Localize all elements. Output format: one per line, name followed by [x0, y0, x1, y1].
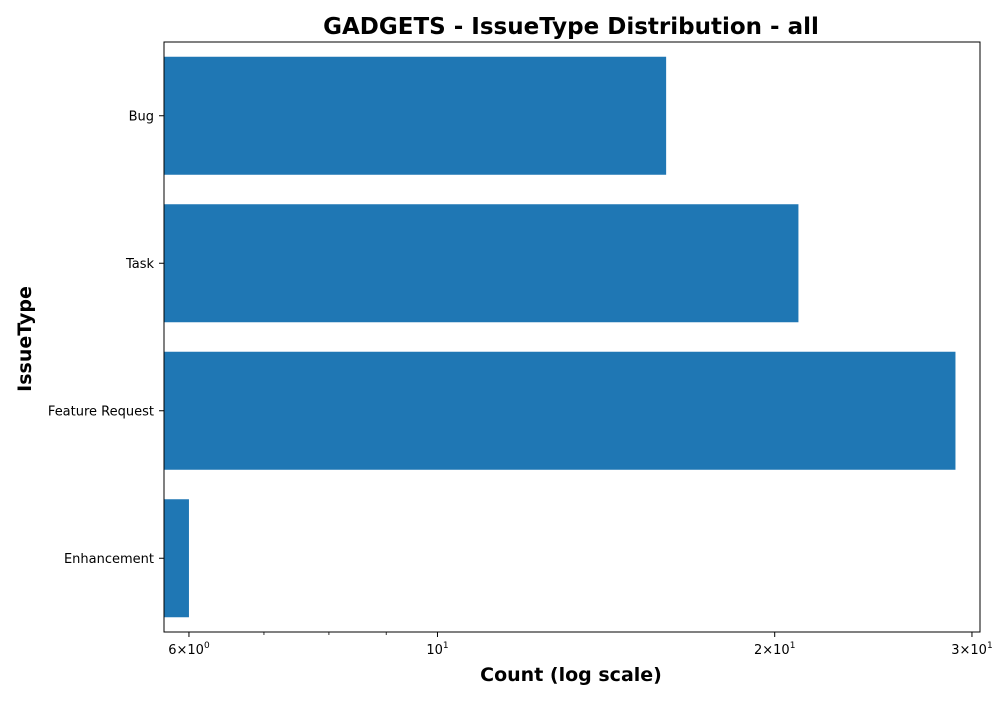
plot-frame — [163, 41, 981, 633]
y-axis-label: IssueType — [14, 286, 36, 392]
plot-area: Bug Task Feature Request Enhancement 6×100 10… — [48, 41, 993, 658]
bar-0 — [164, 56, 667, 175]
y-tick-label-2: Feature Request — [48, 404, 154, 419]
x-tick-label-1: 101 — [426, 641, 448, 658]
y-tick-label-3: Enhancement — [64, 552, 154, 567]
x-tick-label-0: 6×100 — [168, 641, 210, 658]
x-tick-label-2: 2×101 — [754, 641, 795, 658]
chart-title: GADGETS - IssueType Distribution - all — [323, 14, 819, 40]
y-tick-label-0: Bug — [129, 109, 154, 124]
bar-2 — [164, 351, 956, 470]
x-tick-label-3: 3×101 — [951, 641, 992, 658]
y-tick-label-1: Task — [125, 257, 155, 272]
x-axis-label: Count (log scale) — [480, 664, 662, 686]
bar-1 — [164, 204, 799, 323]
bar-3 — [164, 499, 189, 618]
